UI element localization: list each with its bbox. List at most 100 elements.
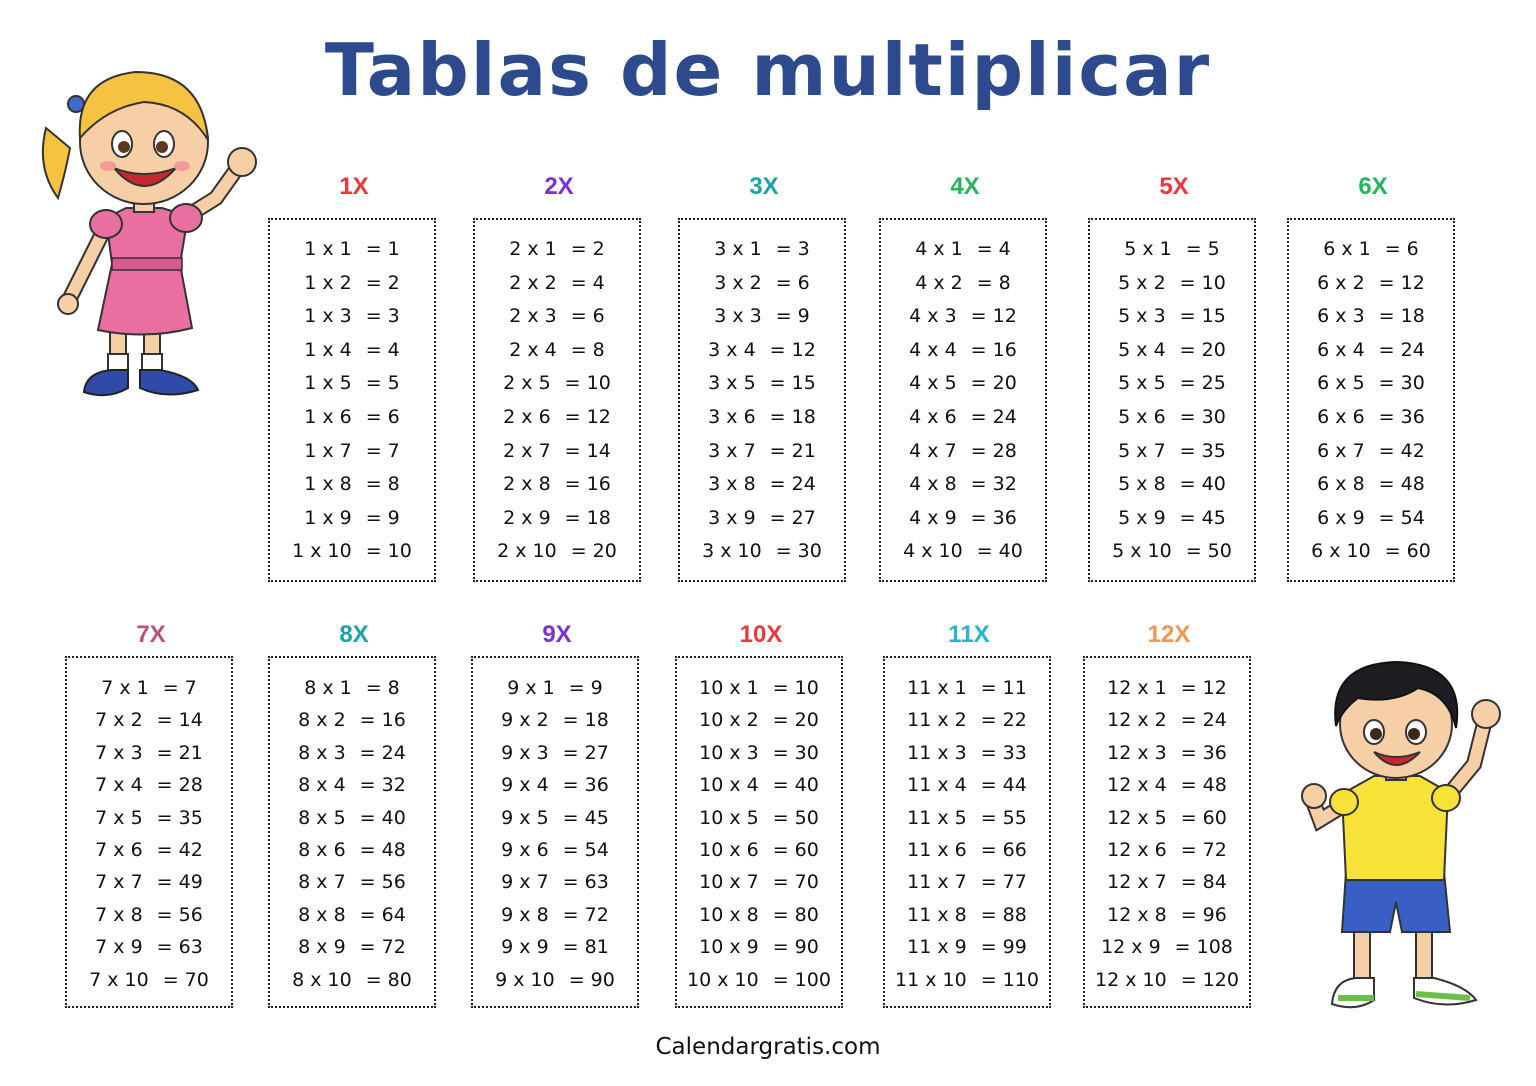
multiplication-expression: 2 x 8 xyxy=(503,473,551,496)
multiplication-result: = 21 xyxy=(769,439,816,462)
multiplication-expression: 1 x 7 xyxy=(304,439,352,462)
table-row: 3 x 2 = 6 xyxy=(680,267,844,301)
multiplication-expression: 4 x 9 xyxy=(909,506,957,529)
table-row: 12 x 8 = 96 xyxy=(1085,899,1249,931)
table-row: 3 x 7 = 21 xyxy=(680,435,844,469)
multiplication-result: = 45 xyxy=(1179,506,1226,529)
multiplication-expression: 1 x 4 xyxy=(304,338,352,361)
multiplication-expression: 9 x 4 xyxy=(501,774,549,797)
multiplication-result: = 25 xyxy=(1179,372,1226,395)
multiplication-result: = 10 xyxy=(564,372,611,395)
multiplication-result: = 2 xyxy=(365,271,400,294)
table-row: 3 x 3 = 9 xyxy=(680,300,844,334)
multiplication-result: = 8 xyxy=(570,338,605,361)
multiplication-expression: 5 x 1 xyxy=(1124,238,1172,260)
multiplication-expression: 1 x 3 xyxy=(304,305,352,328)
table-row: 5 x 8 = 40 xyxy=(1090,468,1254,502)
table-row: 7 x 10 = 70 xyxy=(67,964,231,996)
multiplication-expression: 10 x 5 xyxy=(699,806,759,829)
table-heading: 10X xyxy=(739,621,783,648)
table-row: 5 x 7 = 35 xyxy=(1090,435,1254,469)
table-row: 12 x 7 = 84 xyxy=(1085,866,1249,898)
site-credit: Calendargratis.com xyxy=(655,1034,881,1060)
table-row: 4 x 2 = 8 xyxy=(881,267,1045,301)
multiplication-expression: 5 x 6 xyxy=(1118,405,1166,428)
multiplication-expression: 4 x 4 xyxy=(909,338,957,361)
multiplication-expression: 6 x 3 xyxy=(1317,305,1365,328)
table-row: 11 x 5 = 55 xyxy=(885,802,1049,834)
multiplication-result: = 44 xyxy=(980,774,1027,797)
table-row: 2 x 7 = 14 xyxy=(475,435,639,469)
multiplication-result: = 20 xyxy=(570,540,617,563)
multiplication-result: = 81 xyxy=(562,936,609,959)
multiplication-result: = 4 xyxy=(976,238,1011,260)
multiplication-expression: 2 x 6 xyxy=(503,405,551,428)
table-row: 6 x 6 = 36 xyxy=(1289,401,1453,435)
table-row: 10 x 4 = 40 xyxy=(677,769,841,801)
multiplication-expression: 4 x 2 xyxy=(915,271,963,294)
multiplication-result: = 12 xyxy=(1180,677,1227,699)
multiplication-expression: 2 x 4 xyxy=(509,338,557,361)
table-row: 4 x 3 = 12 xyxy=(881,300,1045,334)
table-row: 7 x 6 = 42 xyxy=(67,834,231,866)
table-2: 2X 2 x 1 = 2 2 x 2 = 4 2 x 3 = 6 2 x 4 = 8 2 x 5 =… xyxy=(473,172,645,582)
multiplication-result: = 90 xyxy=(568,968,615,991)
table-row: 4 x 4 = 16 xyxy=(881,334,1045,368)
multiplication-result: = 40 xyxy=(359,806,406,829)
table-row: 12 x 4 = 48 xyxy=(1085,769,1249,801)
multiplication-result: = 40 xyxy=(976,540,1023,563)
multiplication-expression: 9 x 9 xyxy=(501,936,549,959)
multiplication-expression: 12 x 10 xyxy=(1095,968,1167,991)
table-row: 5 x 3 = 15 xyxy=(1090,300,1254,334)
multiplication-expression: 12 x 3 xyxy=(1107,741,1167,764)
table-row: 5 x 9 = 45 xyxy=(1090,502,1254,536)
multiplication-expression: 12 x 4 xyxy=(1107,774,1167,797)
table-row: 10 x 3 = 30 xyxy=(677,737,841,769)
table-row: 3 x 5 = 15 xyxy=(680,367,844,401)
multiplication-expression: 12 x 2 xyxy=(1107,709,1167,732)
table-box: 12 x 1 = 12 12 x 2 = 24 12 x 3 = 36 12 x 4 = 48… xyxy=(1083,656,1251,1008)
multiplication-expression: 3 x 7 xyxy=(708,439,756,462)
multiplication-expression: 1 x 5 xyxy=(304,372,352,395)
multiplication-result: = 100 xyxy=(772,968,831,991)
multiplication-result: = 12 xyxy=(564,405,611,428)
multiplication-result: = 77 xyxy=(980,871,1027,894)
multiplication-expression: 9 x 6 xyxy=(501,838,549,861)
multiplication-expression: 1 x 8 xyxy=(304,473,352,496)
multiplication-result: = 9 xyxy=(568,677,603,699)
multiplication-expression: 2 x 1 xyxy=(509,238,557,260)
multiplication-expression: 7 x 6 xyxy=(95,838,143,861)
table-row: 8 x 3 = 24 xyxy=(270,737,434,769)
table-row: 8 x 1 = 8 xyxy=(270,672,434,704)
multiplication-expression: 11 x 5 xyxy=(907,806,967,829)
table-box: 8 x 1 = 8 8 x 2 = 16 8 x 3 = 24 8 x 4 = 32 8 x 5… xyxy=(268,656,436,1008)
multiplication-expression: 2 x 9 xyxy=(503,506,551,529)
table-row: 5 x 6 = 30 xyxy=(1090,401,1254,435)
table-heading: 4X xyxy=(950,173,980,200)
multiplication-result: = 50 xyxy=(1185,540,1232,563)
multiplication-expression: 5 x 7 xyxy=(1118,439,1166,462)
multiplication-expression: 4 x 10 xyxy=(903,540,963,563)
multiplication-result: = 3 xyxy=(775,238,810,260)
table-box: 6 x 1 = 6 6 x 2 = 12 6 x 3 = 18 6 x 4 = 24 6 x 5… xyxy=(1287,218,1455,582)
table-heading: 5X xyxy=(1159,173,1189,200)
table-10: 10X 10 x 1 = 10 10 x 2 = 20 10 x 3 = 30 10 x 4 =… xyxy=(675,620,847,1008)
table-row: 1 x 5 = 5 xyxy=(270,367,434,401)
table-row: 5 x 5 = 25 xyxy=(1090,367,1254,401)
table-heading: 1X xyxy=(339,173,369,200)
table-row: 9 x 1 = 9 xyxy=(473,672,637,704)
multiplication-result: = 32 xyxy=(359,774,406,797)
multiplication-result: = 18 xyxy=(769,405,816,428)
table-row: 2 x 3 = 6 xyxy=(475,300,639,334)
table-row: 2 x 1 = 2 xyxy=(475,233,639,267)
multiplication-result: = 35 xyxy=(156,806,203,829)
multiplication-expression: 11 x 6 xyxy=(907,838,967,861)
multiplication-expression: 6 x 1 xyxy=(1323,238,1371,260)
table-row: 4 x 10 = 40 xyxy=(881,535,1045,569)
multiplication-expression: 8 x 5 xyxy=(298,806,346,829)
multiplication-result: = 42 xyxy=(1378,439,1425,462)
multiplication-result: = 20 xyxy=(1179,338,1226,361)
multiplication-result: = 63 xyxy=(562,871,609,894)
table-row: 1 x 3 = 3 xyxy=(270,300,434,334)
